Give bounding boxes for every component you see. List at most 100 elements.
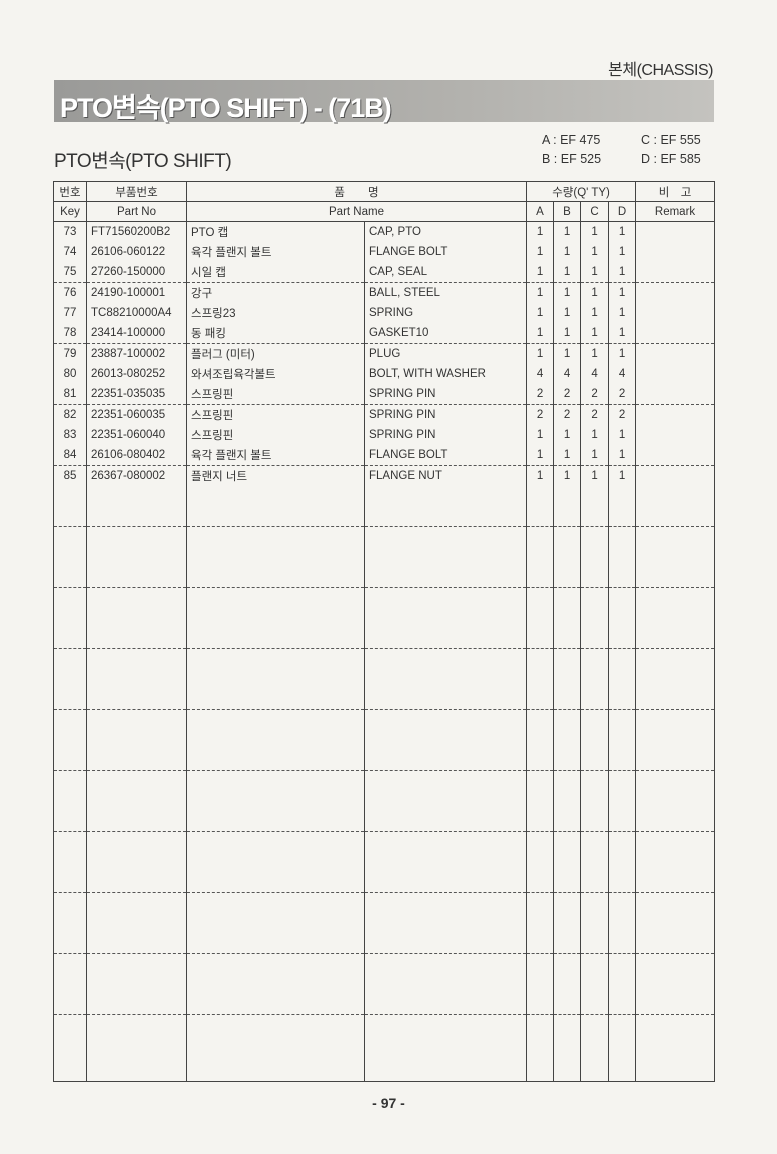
cell-d: 1	[608, 343, 637, 364]
cell-name-ko: 육각 플랜지 볼트	[186, 242, 365, 262]
cell-part-no: 26013-080252	[86, 364, 187, 384]
empty-cell	[580, 953, 610, 1015]
subtitle: PTO변속(PTO SHIFT)	[54, 151, 232, 172]
empty-cell	[608, 648, 637, 710]
empty-cell	[553, 587, 582, 649]
empty-row	[53, 953, 716, 1015]
cell-part-no: 22351-060035	[86, 404, 187, 425]
cell-name-en: FLANGE BOLT	[363, 242, 528, 262]
empty-cell	[186, 587, 365, 649]
empty-cell	[186, 892, 365, 954]
header-key-ko: 번호	[53, 181, 87, 202]
cell-d: 1	[608, 323, 637, 344]
cell-c: 1	[580, 425, 610, 445]
section-label: 본체(CHASSIS)	[608, 62, 713, 79]
cell-name-en: FLANGE NUT	[363, 465, 528, 486]
empty-cell	[580, 831, 610, 893]
empty-cell	[53, 953, 87, 1015]
cell-d: 2	[608, 404, 637, 425]
empty-cell	[86, 892, 187, 954]
cell-c: 1	[580, 242, 610, 262]
empty-cell	[186, 770, 365, 832]
cell-key: 76	[53, 282, 87, 303]
table-row: 74 26106-060122 육각 플랜지 볼트 FLANGE BOLT 1 1 1 1	[53, 242, 716, 262]
cell-part-no: 24190-100001	[86, 282, 187, 303]
empty-cell	[526, 486, 555, 527]
cell-key: 82	[53, 404, 87, 425]
empty-cell	[580, 526, 610, 588]
cell-a: 2	[526, 404, 555, 425]
cell-part-no: 26106-060122	[86, 242, 187, 262]
cell-b: 1	[553, 262, 582, 283]
cell-name-ko: 강구	[186, 282, 365, 303]
cell-part-no: 23887-100002	[86, 343, 187, 364]
cell-b: 1	[553, 323, 582, 344]
cell-c: 2	[580, 384, 610, 405]
empty-cell	[86, 953, 187, 1015]
cell-c: 1	[580, 465, 610, 486]
empty-cell	[53, 892, 87, 954]
table-row: 75 27260-150000 시일 캡 CAP, SEAL 1 1 1 1	[53, 262, 716, 283]
cell-b: 1	[553, 445, 582, 466]
cell-d: 1	[608, 282, 637, 303]
empty-cell	[635, 831, 716, 893]
table-row: 76 24190-100001 강구 BALL, STEEL 1 1 1 1	[53, 282, 716, 303]
title-banner: PTO변속(PTO SHIFT) - (71B)	[54, 80, 714, 123]
cell-remark	[635, 404, 716, 425]
empty-cell	[553, 953, 582, 1015]
cell-name-en: SPRING	[363, 303, 528, 323]
cell-a: 2	[526, 384, 555, 405]
empty-cell	[580, 770, 610, 832]
empty-row	[53, 486, 716, 527]
empty-cell	[186, 648, 365, 710]
cell-key: 81	[53, 384, 87, 405]
cell-name-ko: 스프링23	[186, 303, 365, 323]
cell-remark	[635, 221, 716, 242]
empty-cell	[580, 1014, 610, 1082]
cell-b: 1	[553, 282, 582, 303]
empty-cell	[635, 709, 716, 771]
cell-name-ko: 플랜지 너트	[186, 465, 365, 486]
empty-row	[53, 1014, 716, 1082]
empty-cell	[553, 526, 582, 588]
empty-cell	[608, 486, 637, 527]
cell-remark	[635, 323, 716, 344]
header-key-en: Key	[53, 201, 87, 222]
empty-cell	[553, 1014, 582, 1082]
cell-b: 1	[553, 465, 582, 486]
cell-name-ko: 육각 플랜지 볼트	[186, 445, 365, 466]
page-number: - 97 -	[372, 1095, 405, 1111]
cell-key: 77	[53, 303, 87, 323]
cell-a: 1	[526, 425, 555, 445]
header-remark-en: Remark	[635, 201, 716, 222]
empty-cell	[526, 648, 555, 710]
cell-part-no: 27260-150000	[86, 262, 187, 283]
cell-d: 2	[608, 384, 637, 405]
cell-remark	[635, 465, 716, 486]
cell-d: 1	[608, 445, 637, 466]
empty-row	[53, 770, 716, 832]
empty-row	[53, 831, 716, 893]
empty-cell	[553, 831, 582, 893]
empty-cell	[553, 709, 582, 771]
header-partno-ko: 부품번호	[86, 181, 187, 202]
header-name-ko: 품 명	[185, 181, 528, 202]
cell-b: 1	[553, 303, 582, 323]
empty-cell	[363, 892, 528, 954]
cell-a: 1	[526, 323, 555, 344]
cell-a: 1	[526, 303, 555, 323]
empty-cell	[53, 831, 87, 893]
empty-cell	[526, 953, 555, 1015]
empty-cell	[635, 953, 716, 1015]
empty-cell	[363, 648, 528, 710]
header-d: D	[608, 201, 637, 222]
empty-cell	[86, 709, 187, 771]
cell-part-no: TC88210000A4	[86, 303, 187, 323]
empty-cell	[526, 709, 555, 771]
cell-c: 1	[580, 445, 610, 466]
table-row: 77 TC88210000A4 스프링23 SPRING 1 1 1 1	[53, 303, 716, 323]
cell-d: 1	[608, 242, 637, 262]
cell-b: 2	[553, 384, 582, 405]
cell-key: 80	[53, 364, 87, 384]
empty-cell	[580, 486, 610, 527]
